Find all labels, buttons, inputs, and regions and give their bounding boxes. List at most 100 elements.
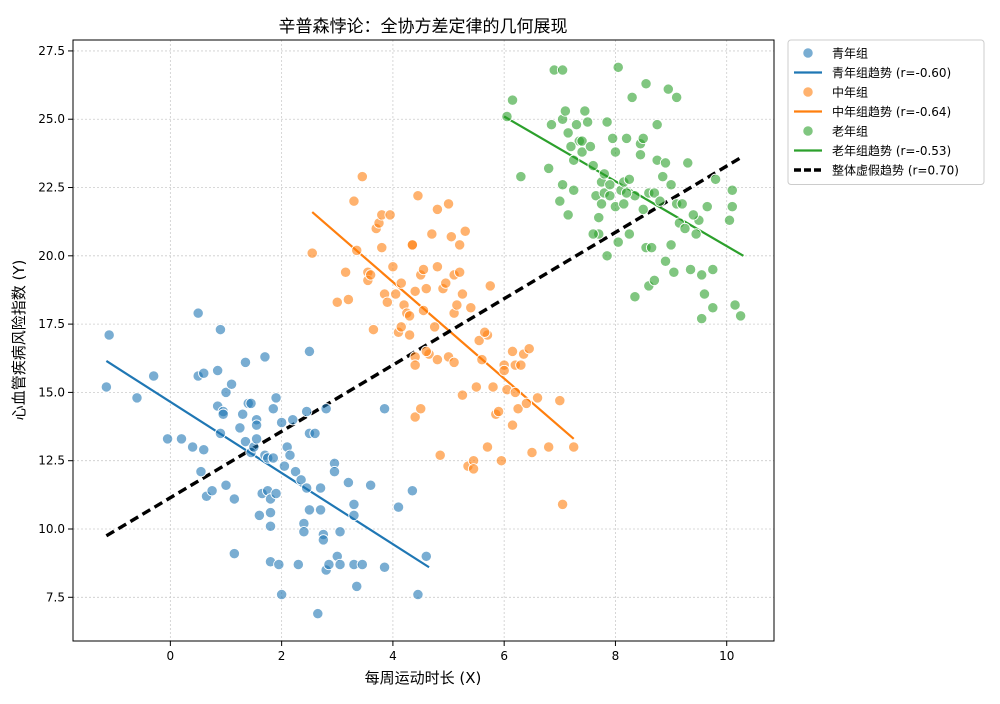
data-point-group-3 <box>576 135 588 147</box>
data-point-group-3 <box>601 250 613 262</box>
data-point-group-3 <box>645 241 658 254</box>
data-point-group-2 <box>456 389 469 401</box>
data-point-group-1 <box>314 504 327 516</box>
data-point-group-1 <box>234 422 246 434</box>
data-point-group-3 <box>698 288 711 300</box>
data-point-group-3 <box>629 291 641 303</box>
data-point-group-1 <box>309 427 321 440</box>
data-point-group-2 <box>387 261 399 273</box>
data-point-group-2 <box>554 394 566 407</box>
data-point-group-2 <box>415 403 427 415</box>
x-tick-label: 8 <box>612 649 620 663</box>
trend-layer <box>105 115 745 569</box>
legend-label-group-2: 中年组 <box>832 85 868 100</box>
legend-marker-group-2 <box>802 86 814 98</box>
data-point-group-2 <box>445 231 457 243</box>
data-point-group-3 <box>648 187 661 199</box>
data-point-group-1 <box>334 526 346 538</box>
data-point-group-2 <box>420 282 432 295</box>
data-point-group-3 <box>584 140 597 153</box>
data-point-group-1 <box>214 427 227 440</box>
data-point-group-2 <box>339 266 352 278</box>
data-point-group-3 <box>654 195 666 207</box>
data-point-group-2 <box>454 266 466 278</box>
data-point-group-3 <box>595 198 608 210</box>
data-point-group-2 <box>412 190 424 202</box>
y-tick-label: 27.5 <box>38 44 65 58</box>
data-point-group-1 <box>328 465 341 478</box>
data-point-group-2 <box>467 463 480 475</box>
data-point-group-3 <box>559 105 572 117</box>
data-point-group-2 <box>448 356 460 369</box>
data-point-group-3 <box>696 312 708 325</box>
data-point-group-1 <box>287 414 299 426</box>
data-point-group-2 <box>403 329 416 341</box>
data-point-group-2 <box>417 304 430 317</box>
data-point-group-3 <box>648 274 661 287</box>
data-point-group-3 <box>554 195 566 207</box>
trend-line-group-2 <box>311 211 575 440</box>
data-point-group-1 <box>412 588 424 601</box>
data-point-group-3 <box>696 269 708 281</box>
data-point-group-3 <box>701 200 713 213</box>
data-point-group-1 <box>198 367 210 379</box>
data-point-group-3 <box>659 157 672 169</box>
data-point-group-1 <box>275 416 288 429</box>
data-point-group-1 <box>348 509 360 521</box>
data-point-group-2 <box>384 209 396 221</box>
data-point-group-1 <box>320 403 332 415</box>
data-point-group-2 <box>331 296 343 308</box>
data-point-group-2 <box>409 285 421 297</box>
x-tick-label: 4 <box>389 649 397 663</box>
data-point-group-3 <box>651 119 663 131</box>
legend-label-overall: 整体虚假趋势 (r=0.70) <box>832 163 959 178</box>
data-point-group-3 <box>562 127 574 139</box>
x-tick-label: 0 <box>167 649 175 663</box>
y-tick-label: 17.5 <box>38 317 65 331</box>
data-point-group-2 <box>495 455 508 467</box>
data-point-group-2 <box>506 345 519 358</box>
data-point-group-1 <box>364 479 377 491</box>
data-point-group-3 <box>634 149 647 161</box>
tick-layer: 0 2 4 6 8 10 7.5 10.0 12.5 15.0 17.5 20.0 22.5 25.0 27… <box>38 44 734 663</box>
data-point-group-2 <box>381 296 393 308</box>
legend-label-trend-3: 老年组趋势 (r=-0.53) <box>832 144 951 158</box>
data-point-group-2 <box>476 353 488 366</box>
legend-label-group-1: 青年组 <box>832 47 868 61</box>
data-point-group-2 <box>364 269 377 281</box>
data-point-group-1 <box>212 364 224 377</box>
y-tick-label: 22.5 <box>38 181 65 195</box>
data-point-group-1 <box>342 476 355 489</box>
data-point-group-3 <box>604 190 616 202</box>
data-point-group-1 <box>312 608 324 620</box>
data-point-group-1 <box>264 520 277 532</box>
data-point-group-2 <box>523 343 535 355</box>
data-point-group-3 <box>687 209 699 221</box>
data-point-group-2 <box>531 392 544 404</box>
data-point-group-1 <box>303 345 316 358</box>
data-point-group-1 <box>267 452 279 464</box>
y-tick-label: 12.5 <box>38 454 65 468</box>
x-tick-label: 10 <box>719 649 734 663</box>
data-point-group-1 <box>206 485 218 497</box>
data-point-group-3 <box>506 94 519 106</box>
data-point-group-3 <box>587 160 599 172</box>
data-point-group-1 <box>253 509 266 521</box>
data-point-group-3 <box>623 173 635 185</box>
data-point-group-3 <box>565 140 577 153</box>
y-tick-label: 20.0 <box>38 249 65 263</box>
data-point-group-3 <box>579 105 591 117</box>
data-point-group-3 <box>581 116 594 128</box>
data-point-group-2 <box>479 326 491 338</box>
data-point-group-2 <box>431 261 444 273</box>
data-point-group-2 <box>451 299 463 311</box>
data-point-group-3 <box>662 83 674 95</box>
data-point-group-2 <box>456 288 469 300</box>
data-point-group-3 <box>723 214 736 226</box>
data-point-group-3 <box>626 91 638 104</box>
data-point-group-1 <box>198 444 210 456</box>
data-point-group-1 <box>356 558 368 571</box>
data-point-group-2 <box>568 441 580 453</box>
data-point-group-1 <box>237 408 249 420</box>
